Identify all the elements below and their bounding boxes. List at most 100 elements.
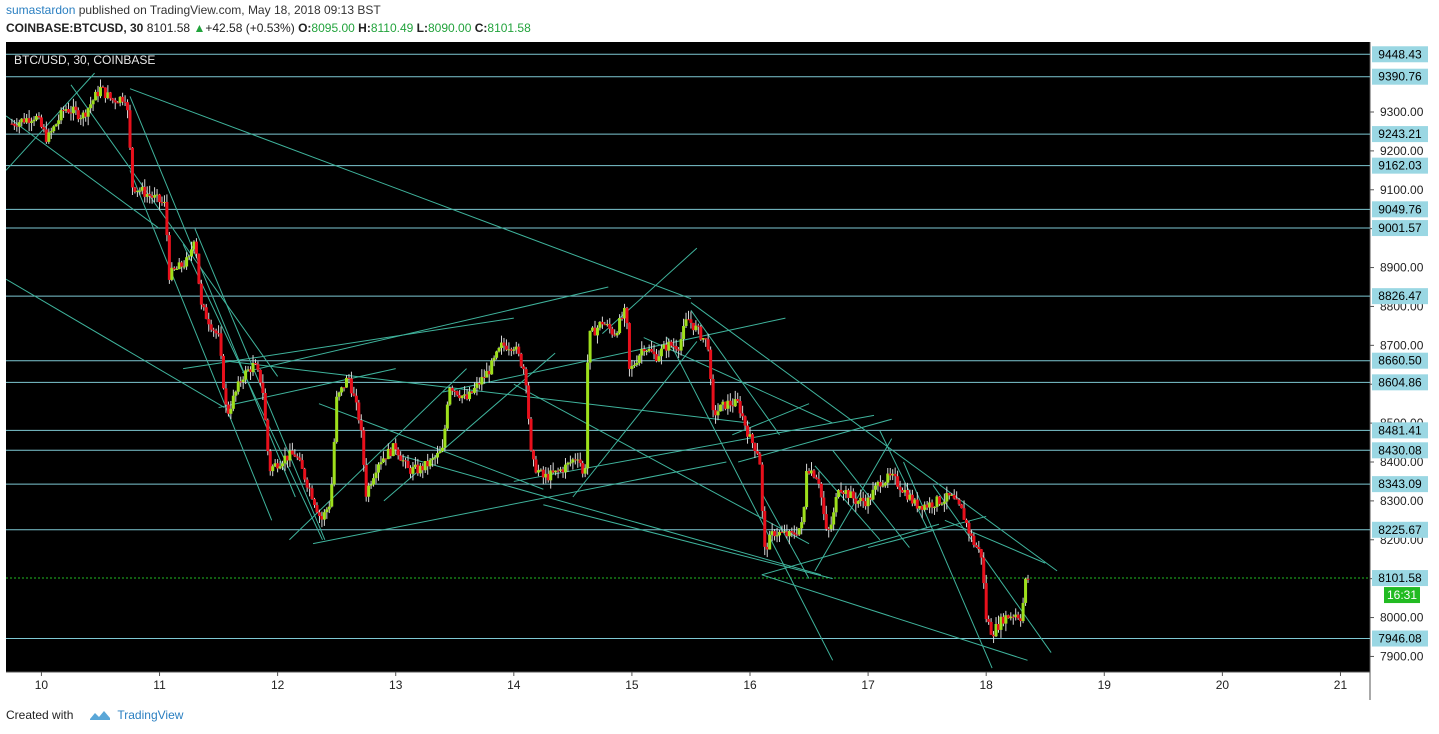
candle-down (987, 619, 991, 622)
candle-up (588, 330, 592, 363)
candle-down (869, 497, 873, 500)
level-tag (1372, 157, 1428, 174)
trend-line (761, 574, 1028, 661)
candle-up (881, 485, 885, 487)
candle-down (627, 323, 631, 369)
candle-up (500, 342, 504, 348)
candle-down (773, 531, 777, 537)
candle-up (829, 524, 833, 530)
candle-up (662, 344, 666, 349)
trend-line (218, 368, 396, 409)
candle-up (928, 502, 932, 508)
plot-area[interactable] (6, 42, 1370, 672)
candle-down (1026, 578, 1030, 580)
candle-down (573, 459, 577, 461)
candle-down (113, 100, 117, 103)
candle-up (849, 491, 853, 498)
candle-down (263, 393, 267, 420)
candle-down (364, 464, 368, 497)
candle-up (935, 496, 939, 507)
y-tick-label: 8900.00 (1380, 261, 1424, 275)
candle-up (162, 201, 166, 203)
candle-down (150, 195, 154, 198)
candle-down (308, 487, 312, 489)
candle-up (431, 458, 435, 460)
candle-up (335, 396, 339, 442)
candle-down (822, 497, 826, 515)
candle-down (470, 391, 474, 393)
candle-up (512, 349, 516, 351)
candle-up (635, 362, 639, 365)
candle-up (923, 504, 927, 510)
candle-up (47, 132, 51, 142)
candle-up (283, 455, 287, 464)
candle-down (128, 110, 132, 148)
candle-up (797, 528, 801, 535)
candle-down (901, 490, 905, 493)
candle-down (66, 109, 70, 113)
level-tag-label: 8225.67 (1378, 523, 1422, 537)
candle-down (910, 494, 914, 504)
candle-up (576, 459, 580, 461)
candle-down (384, 458, 388, 460)
candle-up (445, 404, 449, 429)
y-tick-label: 8000.00 (1380, 611, 1424, 625)
candle-down (399, 455, 403, 461)
x-tick-label: 17 (861, 678, 875, 692)
candle-down (167, 235, 171, 280)
candle-up (645, 350, 649, 352)
candle-down (519, 353, 523, 367)
level-tag (1372, 220, 1428, 237)
candle-up (679, 339, 683, 351)
candle-down (349, 378, 353, 394)
candle-up (372, 478, 376, 485)
open-label: O: (298, 21, 312, 35)
level-tag-label: 8826.47 (1378, 289, 1422, 303)
candle-down (613, 334, 617, 336)
candle-up (775, 535, 779, 537)
y-tick-label: 9200.00 (1380, 144, 1424, 158)
tradingview-link[interactable]: TradingView (79, 708, 183, 722)
trend-line (814, 438, 893, 572)
candle-up (844, 490, 848, 494)
author-link[interactable]: sumastardon (6, 3, 76, 17)
candle-up (667, 341, 671, 351)
price-chart[interactable]: 7900.008000.008100.008200.008300.008400.… (6, 42, 1432, 700)
candle-down (807, 470, 811, 474)
created-with-text: Created with (6, 708, 74, 722)
candle-up (495, 351, 499, 358)
candle-up (716, 411, 720, 416)
time-scale[interactable] (6, 672, 1370, 700)
candle-down (204, 307, 208, 319)
candle-down (293, 454, 297, 457)
last-price-tag-label: 8101.58 (1378, 571, 1422, 585)
candle-down (758, 453, 762, 465)
candle-up (802, 507, 806, 523)
trend-line (70, 84, 279, 377)
candle-up (768, 534, 772, 550)
candle-up (177, 262, 181, 270)
candle-down (202, 304, 206, 308)
candle-down (342, 387, 346, 389)
candle-down (650, 348, 654, 352)
candle-up (834, 497, 838, 513)
candle-down (96, 91, 100, 97)
candle-down (672, 345, 676, 347)
candle-down (780, 531, 784, 533)
candle-down (313, 499, 317, 506)
candle-down (792, 532, 796, 535)
candle-down (226, 404, 230, 414)
candle-down (266, 419, 270, 452)
candle-up (595, 327, 599, 336)
candle-up (544, 473, 548, 478)
candle-down (256, 364, 260, 370)
candle-down (143, 186, 147, 197)
candle-down (893, 473, 897, 477)
candle-up (49, 131, 53, 133)
candle-down (534, 459, 538, 473)
candle-down (212, 329, 216, 331)
candle-down (224, 388, 228, 405)
trend-line (129, 170, 273, 521)
candle-up (340, 387, 344, 393)
trend-line (312, 461, 727, 545)
